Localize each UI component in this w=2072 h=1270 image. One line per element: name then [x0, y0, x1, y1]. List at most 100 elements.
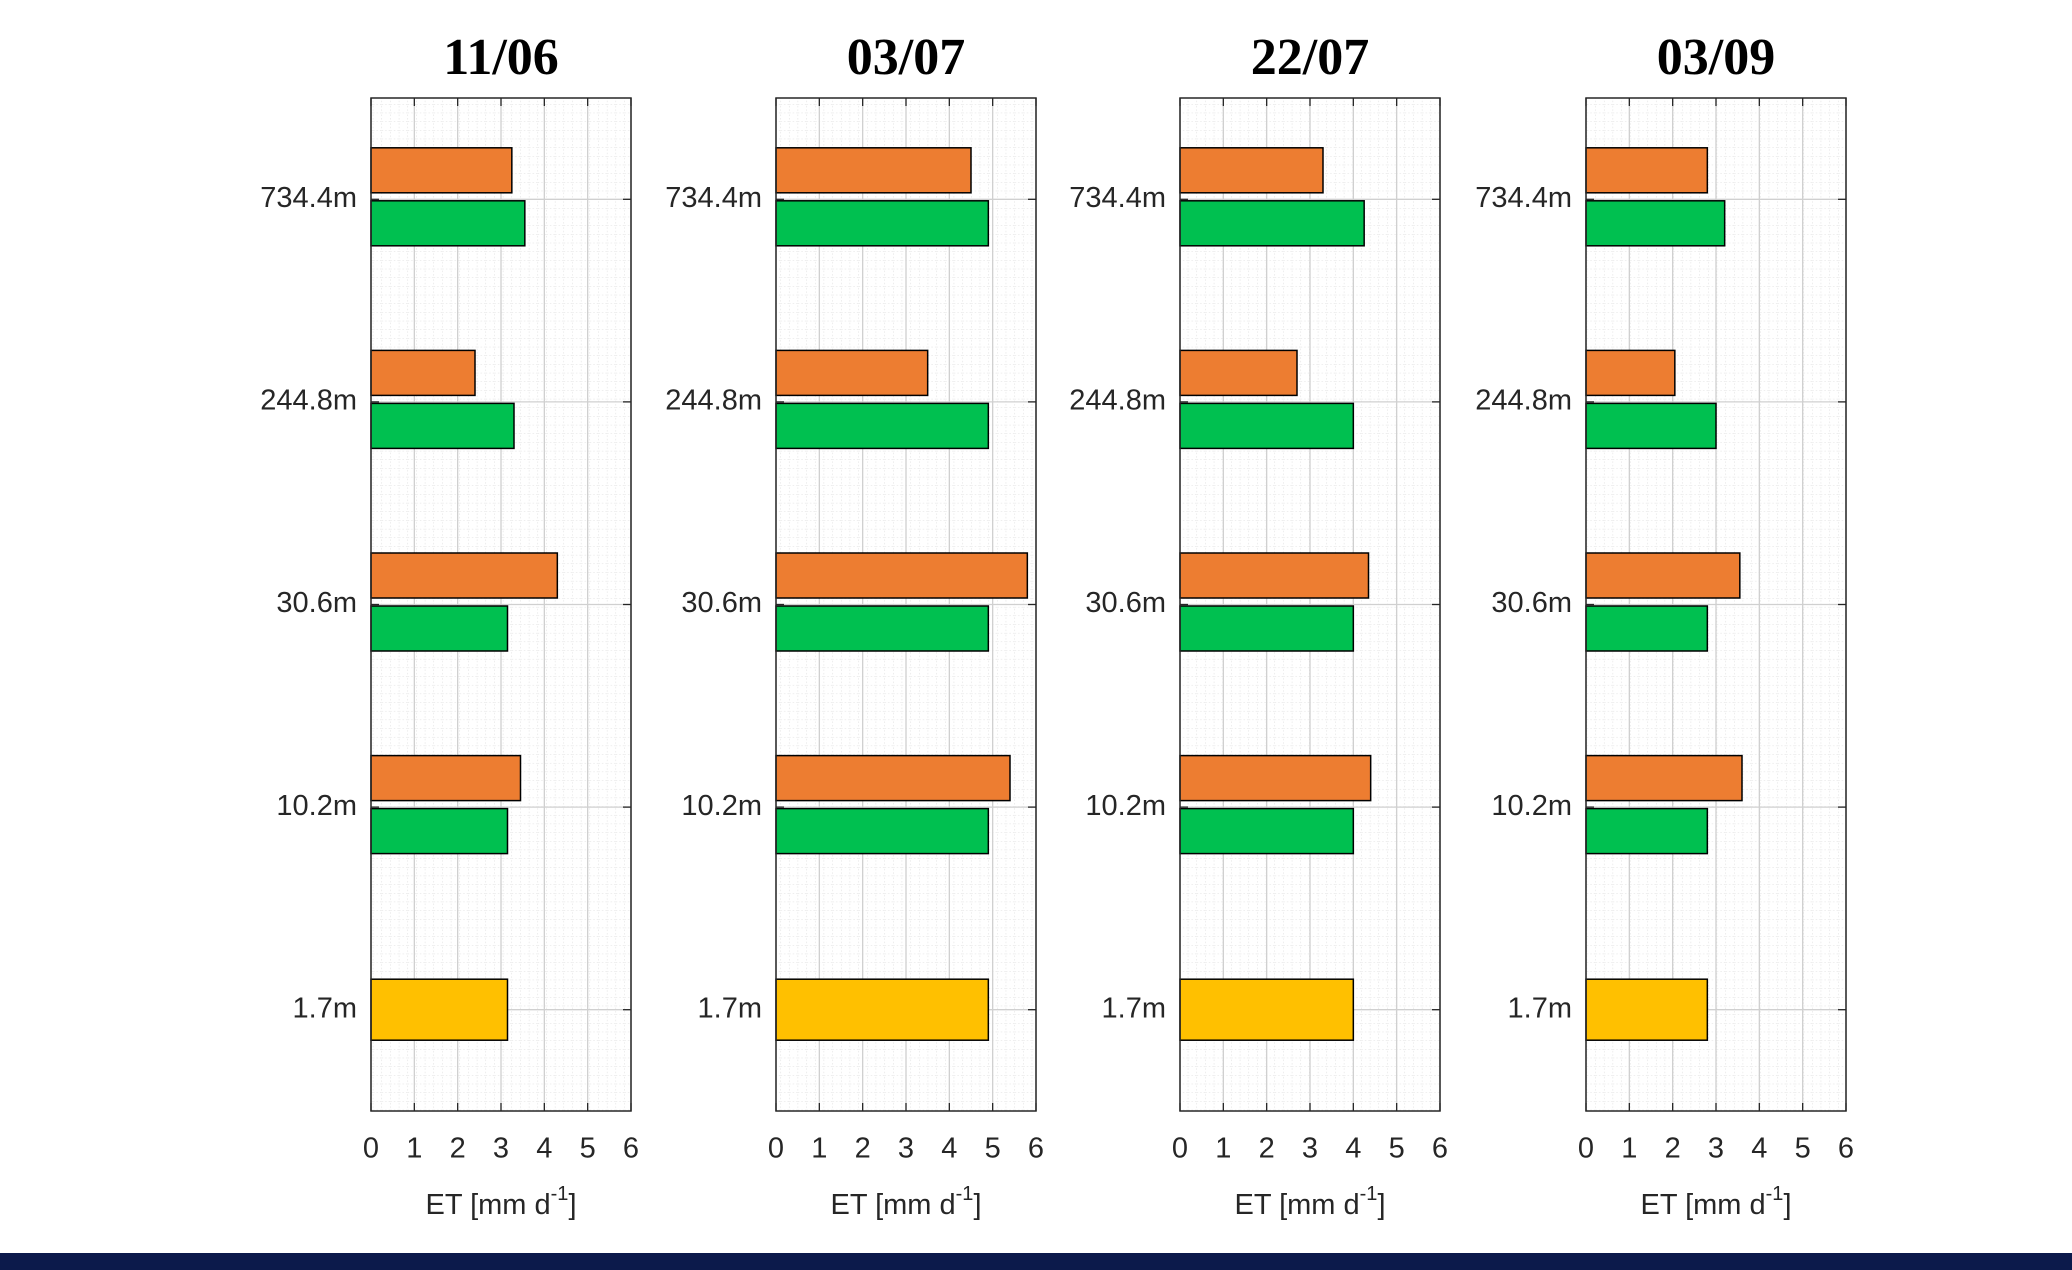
y-tick-label: 10.2m	[1085, 790, 1166, 822]
y-tick-label: 244.8m	[260, 385, 357, 417]
x-axis-label-part: -1	[1360, 1183, 1378, 1205]
y-tick-label: 244.8m	[1069, 385, 1166, 417]
x-tick-label: 0	[1172, 1133, 1188, 1165]
x-tick-label: 4	[1345, 1133, 1361, 1165]
axes-box	[775, 97, 1037, 1112]
bar	[370, 807, 509, 855]
bar	[775, 605, 990, 652]
chart-title: 03/07	[847, 29, 965, 86]
y-tick-label: 1.7m	[698, 992, 762, 1024]
x-tick-label: 3	[1708, 1133, 1724, 1165]
bar	[370, 605, 509, 652]
bar	[1179, 754, 1372, 802]
y-tick-label: 30.6m	[1491, 587, 1572, 619]
bar	[775, 349, 929, 397]
y-tick-label: 10.2m	[276, 790, 357, 822]
x-tick-label: 5	[580, 1133, 596, 1165]
bar	[370, 402, 515, 450]
y-tick-label: 734.4m	[1069, 182, 1166, 214]
x-tick-label: 2	[855, 1133, 871, 1165]
bar	[1179, 349, 1298, 397]
x-axis-label-part: ]	[1783, 1189, 1791, 1221]
x-axis-label: ET [mm d-1]	[830, 1183, 981, 1220]
bar	[775, 807, 990, 855]
x-tick-label: 6	[1432, 1133, 1448, 1165]
x-axis-label-part: ET [mm d	[1234, 1189, 1359, 1221]
x-axis-label: ET [mm d-1]	[425, 1183, 576, 1220]
x-axis-label-part: ET [mm d	[830, 1189, 955, 1221]
bar	[775, 978, 990, 1041]
x-tick-label: 3	[1302, 1133, 1318, 1165]
y-tick-label: 734.4m	[665, 182, 762, 214]
x-axis-label-part: -1	[956, 1183, 974, 1205]
chart-title: 11/06	[443, 29, 559, 86]
y-tick-label: 244.8m	[1475, 385, 1572, 417]
y-tick-label: 10.2m	[1491, 790, 1572, 822]
bar	[370, 349, 476, 397]
chart-title: 03/09	[1657, 29, 1775, 86]
y-tick-label: 30.6m	[1085, 587, 1166, 619]
x-tick-label: 1	[811, 1133, 827, 1165]
bar	[1179, 402, 1355, 450]
bar	[1179, 552, 1370, 599]
x-axis-label-part: ]	[1377, 1189, 1385, 1221]
x-tick-label: 4	[941, 1133, 957, 1165]
x-tick-label: 2	[450, 1133, 466, 1165]
axes-box	[1179, 97, 1441, 1112]
x-tick-label: 3	[493, 1133, 509, 1165]
footer-band	[0, 1253, 2072, 1270]
x-axis-label-part: ET [mm d	[425, 1189, 550, 1221]
x-tick-label: 2	[1665, 1133, 1681, 1165]
x-tick-label: 2	[1259, 1133, 1275, 1165]
y-tick-label: 10.2m	[681, 790, 762, 822]
x-axis-label-part: ]	[568, 1189, 576, 1221]
bar	[775, 147, 972, 194]
bar	[1585, 978, 1709, 1041]
x-tick-label: 1	[1215, 1133, 1231, 1165]
bar	[1179, 605, 1355, 652]
axes-box	[370, 97, 632, 1112]
x-axis-label: ET [mm d-1]	[1234, 1183, 1385, 1220]
x-tick-label: 3	[898, 1133, 914, 1165]
y-tick-label: 30.6m	[681, 587, 762, 619]
bar	[1585, 402, 1717, 450]
bar	[370, 978, 509, 1041]
x-tick-label: 4	[536, 1133, 552, 1165]
y-tick-label: 734.4m	[260, 182, 357, 214]
x-tick-label: 5	[1389, 1133, 1405, 1165]
bar	[775, 200, 990, 247]
y-tick-label: 1.7m	[293, 992, 357, 1024]
bar	[1585, 754, 1743, 802]
bar	[775, 754, 1011, 802]
bar	[775, 552, 1029, 599]
x-axis-label-part: ET [mm d	[1640, 1189, 1765, 1221]
x-axis-label: ET [mm d-1]	[1640, 1183, 1791, 1220]
bar	[370, 754, 522, 802]
bar	[1585, 605, 1709, 652]
bar	[1585, 349, 1676, 397]
y-tick-label: 1.7m	[1508, 992, 1572, 1024]
bar	[1585, 200, 1726, 247]
bar	[370, 147, 513, 194]
x-tick-label: 0	[363, 1133, 379, 1165]
x-tick-label: 6	[1028, 1133, 1044, 1165]
bar	[370, 552, 559, 599]
x-tick-label: 6	[1838, 1133, 1854, 1165]
bar	[1179, 978, 1355, 1041]
chart-title: 22/07	[1251, 29, 1369, 86]
x-axis-label-part: ]	[973, 1189, 981, 1221]
bar	[370, 200, 526, 247]
y-tick-label: 30.6m	[276, 587, 357, 619]
x-axis-label-part: -1	[1766, 1183, 1784, 1205]
y-tick-label: 734.4m	[1475, 182, 1572, 214]
x-tick-label: 6	[623, 1133, 639, 1165]
x-tick-label: 5	[1795, 1133, 1811, 1165]
bar	[1179, 807, 1355, 855]
bar	[1585, 552, 1741, 599]
x-tick-label: 0	[1578, 1133, 1594, 1165]
x-axis-label-part: -1	[551, 1183, 569, 1205]
bar	[775, 402, 990, 450]
bar	[1179, 200, 1365, 247]
